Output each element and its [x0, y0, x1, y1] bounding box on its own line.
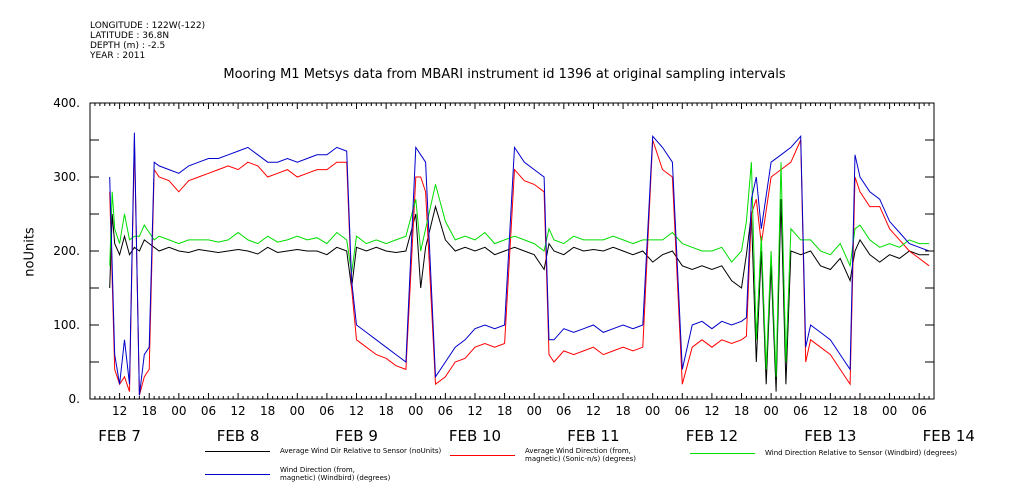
x-tick-label: 18 — [852, 404, 867, 418]
chart-title: Mooring M1 Metsys data from MBARI instru… — [223, 67, 786, 82]
x-day-label: FEB 14 — [923, 427, 975, 445]
x-tick-label: 06 — [556, 404, 571, 418]
x-tick-label: 18 — [142, 404, 157, 418]
x-tick-label: 06 — [675, 404, 690, 418]
legend-item-green: Wind Direction Relative to Sensor (Windb… — [690, 449, 957, 457]
latitude-label: LATITUDE : 36.8N — [90, 31, 170, 41]
y-tick-label: 200. — [53, 244, 80, 258]
legend-swatch-green — [690, 452, 755, 454]
legend-label-black: Average Wind Dir Relative to Sensor (noU… — [280, 447, 442, 455]
x-day-label: FEB 10 — [449, 427, 501, 445]
x-tick-label: 12 — [467, 404, 482, 418]
x-tick-label: 12 — [230, 404, 245, 418]
x-tick-label: 06 — [201, 404, 216, 418]
x-tick-label: 18 — [260, 404, 275, 418]
legend-label-red: Average Wind Direction (from, magnetic) … — [525, 447, 637, 463]
legend-item-black: Average Wind Dir Relative to Sensor (noU… — [205, 447, 441, 455]
x-day-label: FEB 7 — [98, 427, 141, 445]
legend-item-red: Average Wind Direction (from, magnetic) … — [450, 447, 636, 463]
series-line-1 — [109, 139, 930, 396]
x-tick-label: 06 — [319, 404, 334, 418]
metadata-block: LONGITUDE : 122W(-122) LATITUDE : 36.8N … — [90, 21, 205, 61]
x-tick-label: 12 — [112, 404, 127, 418]
x-tick-label: 12 — [586, 404, 601, 418]
year-label: YEAR : 2011 — [90, 51, 146, 61]
x-day-label: FEB 13 — [804, 427, 856, 445]
x-tick-label: 12 — [349, 404, 364, 418]
x-tick-label: 00 — [408, 404, 423, 418]
x-tick-label: 06 — [438, 404, 453, 418]
x-tick-label: 00 — [527, 404, 542, 418]
x-day-label: FEB 11 — [567, 427, 619, 445]
series-layer — [109, 132, 930, 396]
series-line-2 — [109, 162, 930, 377]
x-day-label: FEB 8 — [217, 427, 260, 445]
y-tick-label: 300. — [53, 170, 80, 184]
longitude-label: LONGITUDE : 122W(-122) — [90, 21, 206, 31]
x-tick-label: 12 — [704, 404, 719, 418]
legend-swatch-blue — [205, 473, 270, 475]
x-tick-label: 06 — [912, 404, 927, 418]
x-tick-label: 06 — [793, 404, 808, 418]
legend-swatch-black — [205, 450, 270, 452]
x-day-label: FEB 9 — [335, 427, 378, 445]
legend-item-blue: Wind Direction (from, magnetic) (Windbir… — [205, 466, 390, 482]
series-line-3 — [109, 132, 930, 396]
x-tick-label: 12 — [823, 404, 838, 418]
x-tick-label: 18 — [734, 404, 749, 418]
x-tick-label: 00 — [763, 404, 778, 418]
y-tick-label: 400. — [53, 96, 80, 110]
x-tick-label: 18 — [615, 404, 630, 418]
x-tick-label: 00 — [290, 404, 305, 418]
x-tick-label: 00 — [171, 404, 186, 418]
x-tick-label: 18 — [497, 404, 512, 418]
x-day-label: FEB 12 — [686, 427, 738, 445]
y-tick-label: 100. — [53, 318, 80, 332]
y-axis-label: noUnits — [22, 227, 38, 277]
axis-layer: 0. 100. 200. 300. 400. 12 18 00 06 12 18 00 06 12 18 00… — [53, 96, 975, 445]
legend-label-green: Wind Direction Relative to Sensor (Windb… — [765, 449, 958, 457]
x-tick-label: 00 — [882, 404, 897, 418]
x-tick-label: 18 — [378, 404, 393, 418]
x-tick-label: 00 — [645, 404, 660, 418]
depth-label: DEPTH (m) : -2.5 — [90, 41, 166, 51]
series-line-0 — [109, 199, 930, 392]
legend-swatch-red — [450, 454, 515, 456]
legend-label-blue: Wind Direction (from, magnetic) (Windbir… — [280, 466, 391, 482]
y-tick-label: 0. — [69, 392, 80, 406]
